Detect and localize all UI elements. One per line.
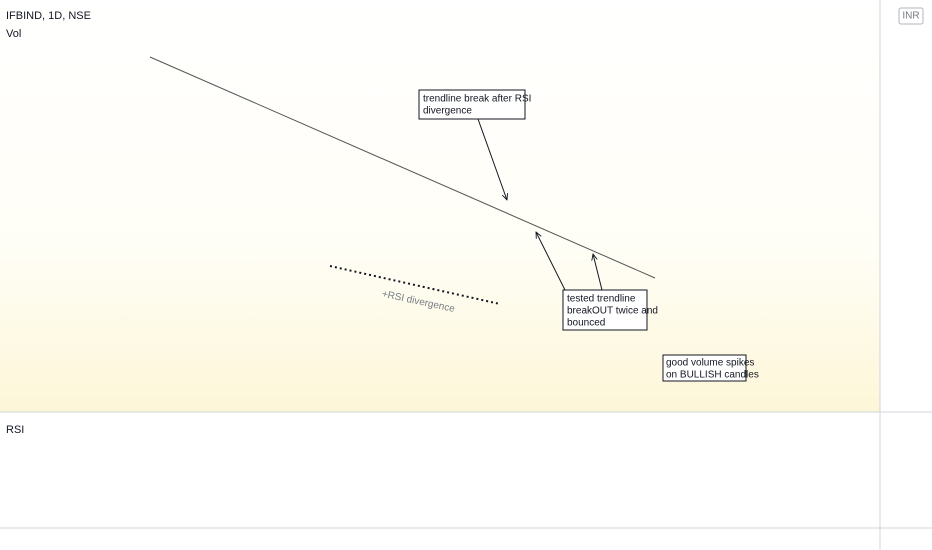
divergence-line xyxy=(329,265,501,305)
note-text: on BULLISH candles xyxy=(666,370,759,381)
time-axis xyxy=(0,528,880,550)
chart-title: IFBIND, 1D, NSE xyxy=(6,10,91,22)
arrow xyxy=(593,254,603,291)
currency[interactable]: INR xyxy=(902,11,919,22)
note-box xyxy=(662,354,747,382)
rsi-label: RSI xyxy=(6,424,24,436)
price-pane xyxy=(0,0,880,412)
note-text: tested trendline xyxy=(567,294,636,305)
note-text: good volume spikes xyxy=(666,358,754,369)
arrow xyxy=(536,232,566,291)
arrow xyxy=(477,118,507,200)
note-text: bounced xyxy=(567,318,605,329)
currency-box[interactable] xyxy=(898,7,924,25)
rsi-pane xyxy=(0,412,880,528)
trendline xyxy=(149,56,656,279)
price-axis xyxy=(880,0,932,550)
note-box xyxy=(418,89,526,120)
note-text: breakOUT twice and xyxy=(567,306,658,317)
note-text: divergence xyxy=(423,106,472,117)
note-text: trendline break after RSI xyxy=(423,94,531,105)
note-box xyxy=(562,289,648,331)
volume-label: Vol xyxy=(6,28,21,40)
